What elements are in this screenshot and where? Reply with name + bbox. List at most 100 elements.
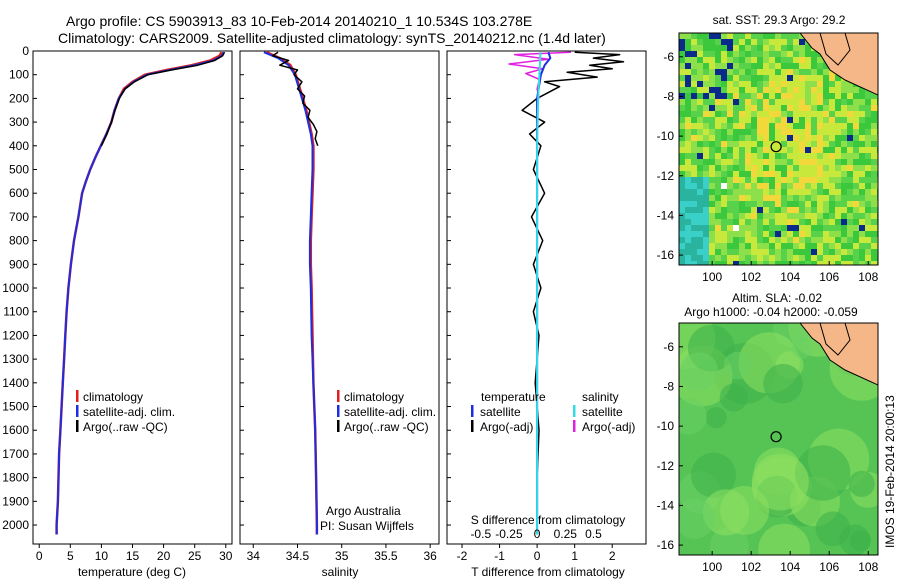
- sst-cell: [715, 171, 721, 177]
- sst-cell: [763, 237, 769, 243]
- salinity-tick-label: 36: [423, 549, 437, 563]
- sst-cell: [811, 213, 817, 219]
- sst-cell: [751, 63, 757, 69]
- sst-cell: [763, 255, 769, 261]
- sst-cell: [763, 111, 769, 117]
- sst-cell: [841, 105, 847, 111]
- difference-T-tick-label: 1: [571, 549, 578, 563]
- sst-cell: [739, 261, 745, 265]
- sst-cell: [733, 141, 739, 147]
- sst-cell: [727, 261, 733, 265]
- sst-cell: [799, 213, 805, 219]
- sst-cell: [829, 231, 835, 237]
- sst-cell: [817, 183, 823, 189]
- sst-cell: [787, 231, 793, 237]
- sst-cell: [703, 165, 709, 171]
- sst-cell: [709, 255, 715, 261]
- sst-cell: [835, 75, 841, 81]
- sst-cell: [841, 171, 847, 177]
- sst-cell: [841, 207, 847, 213]
- sst-cell: [715, 111, 721, 117]
- sst-cell: [787, 93, 793, 99]
- sst-cell: [775, 153, 781, 159]
- sst-cell: [847, 189, 853, 195]
- sst-cell: [835, 87, 841, 93]
- sst-cell: [769, 81, 775, 87]
- sst-cell: [697, 45, 703, 51]
- sst-cell: [727, 57, 733, 63]
- sst-cell: [685, 261, 691, 265]
- sst-cell: [799, 81, 805, 87]
- sst-cell: [787, 33, 793, 39]
- sst-cell: [709, 165, 715, 171]
- sst-cell: [829, 93, 835, 99]
- sst-cell: [745, 243, 751, 249]
- sst-cell: [691, 165, 697, 171]
- sst-cell: [739, 243, 745, 249]
- sst-cell: [757, 87, 763, 93]
- sst-cell: [775, 45, 781, 51]
- sst-cell: [847, 231, 853, 237]
- sst-cell: [799, 93, 805, 99]
- sst-cell: [745, 183, 751, 189]
- sst-cell: [769, 225, 775, 231]
- sst-cell: [727, 171, 733, 177]
- sst-cell: [733, 231, 739, 237]
- sst-cell: [823, 261, 829, 265]
- salinity-tick-label: 34: [247, 549, 261, 563]
- legend-swatch-satellite: [76, 405, 79, 417]
- sst-cell: [715, 51, 721, 57]
- sst-cell: [739, 189, 745, 195]
- sst-cell: [685, 105, 691, 111]
- sst-cell: [823, 201, 829, 207]
- sst-cell: [835, 117, 841, 123]
- sst-cell: [691, 213, 697, 219]
- sst-cell: [805, 45, 811, 51]
- sst-cell: [835, 195, 841, 201]
- sst-cell: [715, 123, 721, 129]
- sst-cell: [793, 153, 799, 159]
- sst-cell: [745, 105, 751, 111]
- sst-cell: [793, 135, 799, 141]
- sst-cell: [691, 225, 697, 231]
- sst-cell: [745, 231, 751, 237]
- sst-cell: [841, 183, 847, 189]
- sst-cell: [697, 231, 703, 237]
- sst-cell: [721, 153, 727, 159]
- sst-cell: [709, 243, 715, 249]
- sst-cell: [727, 165, 733, 171]
- sst-cell: [799, 171, 805, 177]
- sst-cell: [733, 105, 739, 111]
- sst-cell: [691, 255, 697, 261]
- sst-cell: [679, 219, 685, 225]
- sst-cell: [733, 261, 739, 265]
- sst-cell: [787, 75, 793, 81]
- sst-cell: [859, 111, 865, 117]
- sst-cell: [793, 195, 799, 201]
- legend-label-argo: Argo(..raw -QC): [344, 420, 429, 434]
- sst-cell: [841, 123, 847, 129]
- sst-cell: [739, 153, 745, 159]
- sst-cell: [781, 201, 787, 207]
- sst-cell: [721, 243, 727, 249]
- sst-cell: [721, 135, 727, 141]
- sst-cell: [829, 189, 835, 195]
- sst-cell: [709, 33, 715, 39]
- sst-cell: [805, 183, 811, 189]
- sst-cell: [859, 117, 865, 123]
- sst-cell: [727, 159, 733, 165]
- sst-cell: [871, 105, 877, 111]
- sst-cell: [733, 177, 739, 183]
- sst-cell: [739, 45, 745, 51]
- sst-cell: [817, 255, 823, 261]
- sst-cell: [859, 225, 865, 231]
- sst-cell: [691, 183, 697, 189]
- sst-cell: [793, 75, 799, 81]
- sst-cell: [829, 147, 835, 153]
- sst-cell: [823, 129, 829, 135]
- sst-cell: [823, 75, 829, 81]
- sst-cell: [697, 129, 703, 135]
- sst-cell: [679, 123, 685, 129]
- sst-cell: [871, 213, 877, 219]
- sst-cell: [811, 99, 817, 105]
